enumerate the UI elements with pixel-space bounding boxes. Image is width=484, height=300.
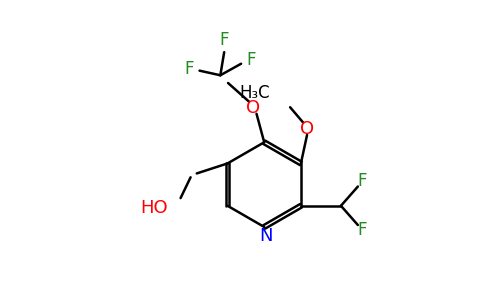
Text: F: F: [185, 60, 194, 78]
Text: N: N: [259, 227, 272, 245]
Text: F: F: [219, 31, 229, 49]
Text: F: F: [246, 51, 256, 69]
Text: H₃C: H₃C: [240, 84, 270, 102]
Text: F: F: [358, 172, 367, 190]
Text: O: O: [245, 99, 260, 117]
Text: F: F: [358, 221, 367, 239]
Text: HO: HO: [140, 199, 167, 217]
Text: O: O: [300, 120, 314, 138]
